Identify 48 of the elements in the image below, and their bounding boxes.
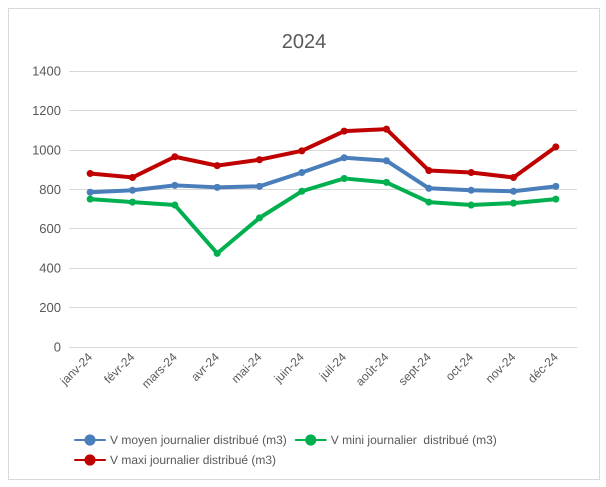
y-tick-label: 1400 bbox=[32, 64, 61, 78]
y-tick-label: 1200 bbox=[32, 102, 61, 118]
point bbox=[425, 198, 432, 206]
y-tick-label: 800 bbox=[39, 182, 61, 197]
point bbox=[468, 202, 475, 209]
point bbox=[340, 128, 348, 135]
point bbox=[171, 153, 178, 160]
point bbox=[552, 196, 560, 203]
point bbox=[425, 184, 432, 192]
y-tick-label: 0 bbox=[54, 340, 61, 354]
y-tick-label: 200 bbox=[39, 300, 61, 316]
point bbox=[468, 169, 475, 176]
point bbox=[214, 250, 221, 257]
point bbox=[171, 182, 178, 189]
point bbox=[298, 147, 306, 154]
point bbox=[340, 154, 348, 162]
y-tick-label: 600 bbox=[39, 221, 61, 236]
point bbox=[383, 178, 390, 186]
legend-label: V mini journalier distribué (m3) bbox=[330, 433, 497, 447]
point bbox=[425, 167, 432, 174]
point bbox=[214, 184, 221, 191]
chart-title: 2024 bbox=[282, 31, 326, 53]
point bbox=[129, 198, 136, 206]
point bbox=[510, 200, 517, 207]
point bbox=[129, 174, 136, 181]
point bbox=[298, 169, 306, 176]
point bbox=[510, 188, 517, 195]
point bbox=[86, 170, 94, 178]
y-tick-label: 1000 bbox=[32, 142, 61, 158]
legend-label: V maxi journalier distribué (m3) bbox=[110, 453, 276, 467]
point bbox=[86, 188, 94, 196]
point bbox=[171, 202, 178, 209]
point bbox=[552, 182, 560, 190]
point bbox=[383, 126, 390, 133]
point bbox=[129, 186, 136, 194]
point bbox=[214, 162, 221, 170]
point bbox=[256, 182, 263, 190]
point bbox=[383, 157, 390, 164]
point bbox=[256, 214, 263, 222]
point bbox=[340, 174, 348, 182]
point bbox=[552, 143, 560, 150]
point bbox=[468, 186, 475, 194]
y-tick-label: 400 bbox=[39, 260, 61, 276]
point bbox=[510, 174, 517, 181]
legend-label: V moyen journalier distribué (m3) bbox=[110, 433, 287, 447]
point bbox=[256, 156, 263, 164]
point bbox=[298, 188, 306, 195]
point bbox=[86, 196, 94, 203]
